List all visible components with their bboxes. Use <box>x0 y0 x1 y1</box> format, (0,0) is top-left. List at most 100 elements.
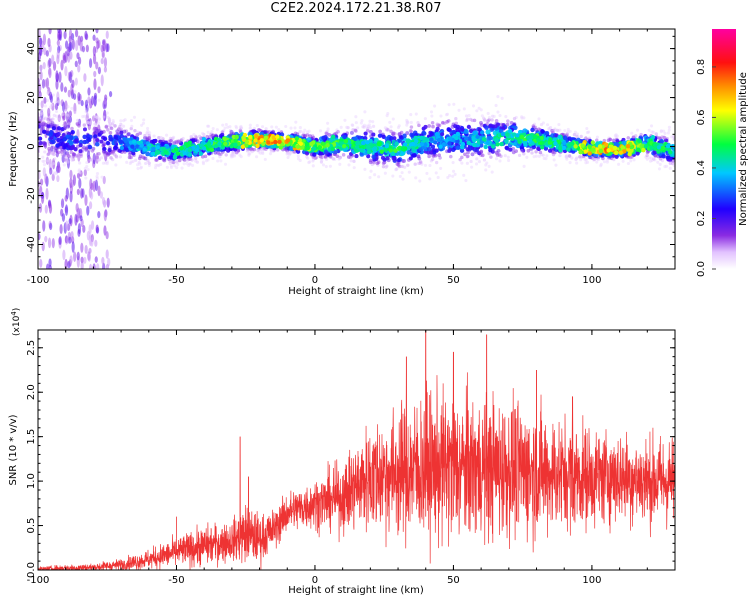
spectral-point <box>114 163 118 167</box>
ridge-point <box>505 132 510 137</box>
colorbar-tick-label: 0.0 <box>696 261 707 277</box>
spectral-point <box>132 135 137 140</box>
spectral-streak <box>45 50 49 57</box>
spectral-point <box>459 148 465 153</box>
spectral-point <box>139 166 143 170</box>
spectral-streak <box>47 107 51 117</box>
spectral-point <box>324 157 329 161</box>
spectral-point <box>40 108 44 112</box>
spectral-point <box>427 154 431 159</box>
spectral-streak <box>48 57 52 68</box>
spectral-point <box>492 114 496 119</box>
spectral-point <box>672 163 675 168</box>
spectral-streak <box>92 45 97 57</box>
ridge-point <box>271 135 277 140</box>
ridge-point <box>569 141 575 146</box>
spectral-point <box>70 126 74 131</box>
spectral-point <box>247 152 251 156</box>
spectral-point <box>261 150 265 154</box>
snr-xtick-label: -50 <box>168 575 184 586</box>
spectral-point <box>389 135 394 141</box>
spectral-point <box>305 155 309 159</box>
ridge-point <box>403 142 408 147</box>
spectral-point <box>331 157 335 161</box>
spectral-point <box>293 126 297 130</box>
spectral-point <box>651 130 655 134</box>
ridge-point <box>481 136 487 142</box>
snr-xtick-label: -100 <box>27 575 50 586</box>
spectral-streak <box>86 205 90 216</box>
ridge-point <box>325 143 330 148</box>
spectral-point <box>490 118 494 122</box>
spectral-point <box>155 158 159 162</box>
ridge-point <box>119 145 125 151</box>
spectral-point <box>102 153 107 157</box>
spectral-point <box>612 158 616 162</box>
spectral-point <box>172 141 177 146</box>
spectral-point <box>354 154 359 159</box>
spectral-point <box>418 179 422 183</box>
ridge-point <box>643 144 649 149</box>
spectral-point <box>270 125 274 129</box>
spectral-point <box>635 151 640 156</box>
ridge-point <box>179 146 184 151</box>
spectral-point <box>195 160 200 164</box>
spectral-point <box>423 124 428 129</box>
ridge-point <box>234 134 239 140</box>
spectral-point <box>389 125 393 129</box>
ridge-point <box>359 148 364 153</box>
spectral-point <box>446 175 450 180</box>
spectral-point <box>621 159 625 163</box>
spectral-point <box>468 117 473 122</box>
spectral-streak <box>44 173 48 185</box>
spectral-streak <box>94 256 98 263</box>
spectral-point <box>466 154 470 158</box>
spectral-streak <box>77 207 81 219</box>
spectral-streak <box>42 33 47 46</box>
spectral-point <box>360 119 364 123</box>
spectral-point <box>38 136 43 141</box>
spectral-streak <box>94 239 98 247</box>
spectral-point <box>105 111 109 115</box>
spectral-streak <box>76 188 80 196</box>
ridge-point <box>223 141 228 146</box>
ridge-point <box>455 131 461 137</box>
spectral-point <box>430 144 436 149</box>
ridge-point <box>519 134 525 140</box>
spectral-point <box>176 162 180 166</box>
spectral-point <box>570 156 574 160</box>
spectral-point <box>595 135 599 139</box>
spectral-point <box>397 124 401 128</box>
spectral-point <box>200 154 205 159</box>
colorbar-tick-label: 0.8 <box>696 59 707 75</box>
ridge-point <box>526 135 532 140</box>
ridge-point <box>471 135 476 141</box>
spectral-point <box>507 158 511 162</box>
spectral-point <box>475 157 479 161</box>
ridge-point <box>414 138 419 144</box>
spectral-streak <box>96 40 100 50</box>
spectral-point <box>665 164 669 168</box>
spectral-streak <box>67 89 71 98</box>
ridge-point <box>444 138 449 143</box>
spectral-point <box>464 114 469 118</box>
ridge-point <box>566 147 571 152</box>
ridge-point <box>376 141 382 147</box>
spectral-point <box>407 170 411 174</box>
spectral-streak <box>87 87 91 96</box>
spectral-point <box>92 127 96 132</box>
ridge-point <box>354 144 360 150</box>
spectral-point <box>593 154 597 159</box>
spectral-streak <box>100 58 104 65</box>
ridge-point <box>522 140 528 146</box>
snr-ytick-label: 1.5 <box>26 429 37 445</box>
spectral-point <box>46 117 50 122</box>
ridge-point <box>222 136 228 141</box>
spectral-point <box>479 149 484 154</box>
spectral-point <box>42 129 47 134</box>
spectral-streak <box>43 79 48 87</box>
spectral-point <box>78 171 82 175</box>
spectral-point <box>131 159 135 164</box>
spectral-point <box>368 129 373 134</box>
spectral-point <box>97 121 101 125</box>
